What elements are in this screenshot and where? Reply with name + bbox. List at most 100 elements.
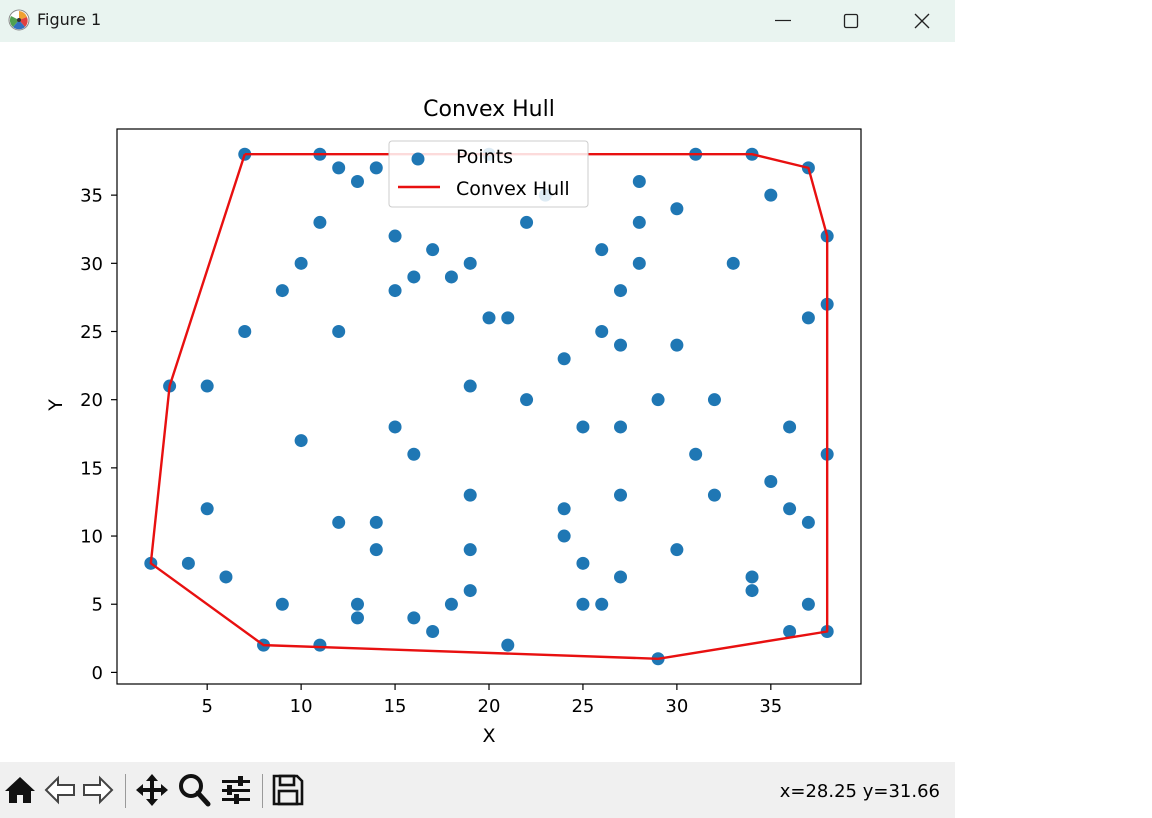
x-tick-label: 20 [478, 696, 501, 717]
data-point-53 [764, 475, 778, 488]
data-point-84 [783, 625, 797, 638]
maximize-button[interactable] [828, 0, 874, 42]
data-point-30 [801, 311, 815, 325]
forward-button[interactable] [80, 772, 116, 808]
data-point-70 [219, 570, 233, 584]
plot-area [144, 147, 834, 666]
forward-arrow-icon [83, 775, 114, 805]
data-point-59 [783, 502, 797, 516]
navigation-toolbar: x=28.25 y=31.66 [0, 762, 955, 818]
data-point-80 [801, 597, 815, 611]
data-point-55 [614, 488, 628, 502]
x-tick-label: 15 [384, 696, 407, 717]
data-point-11 [632, 175, 646, 188]
data-point-21 [407, 270, 421, 284]
data-point-22 [444, 270, 458, 284]
data-point-66 [670, 543, 684, 557]
data-point-73 [463, 584, 477, 598]
matplotlib-logo-icon [8, 9, 30, 31]
data-point-68 [181, 556, 195, 570]
data-point-9 [764, 188, 778, 202]
configure-subplots-button[interactable] [218, 772, 254, 808]
y-tick-label: 30 [80, 254, 103, 275]
data-point-54 [463, 488, 477, 502]
close-icon [914, 13, 930, 29]
home-button[interactable] [2, 772, 38, 808]
pan-button[interactable] [134, 772, 170, 808]
data-point-56 [707, 488, 721, 502]
data-point-48 [783, 420, 797, 434]
figure-canvas[interactable]: Convex Hull 5 10 15 20 25 30 35 0 5 10 15 20 25 30 35… [0, 42, 955, 762]
back-arrow-icon [44, 775, 75, 805]
data-point-60 [332, 515, 346, 529]
x-tick-label: 10 [290, 696, 313, 717]
figure-window: Figure 1 Convex Hull 5 10 15 20 25 30 35 0 5 10 1… [0, 0, 955, 818]
data-point-32 [501, 311, 515, 325]
data-point-76 [350, 597, 364, 611]
close-button[interactable] [899, 0, 945, 42]
data-point-63 [557, 529, 571, 543]
data-point-47 [614, 420, 628, 434]
legend-box [388, 140, 589, 208]
x-axis: 5 10 15 20 25 30 35 [201, 684, 782, 717]
data-point-3 [350, 175, 364, 188]
save-button[interactable] [270, 772, 306, 808]
data-point-4 [369, 161, 383, 175]
data-point-27 [388, 284, 402, 298]
data-point-24 [632, 256, 646, 270]
y-tick-label: 35 [80, 186, 103, 207]
save-floppy-icon [272, 774, 304, 806]
data-point-31 [482, 311, 496, 325]
data-point-28 [614, 284, 628, 298]
back-button[interactable] [42, 772, 78, 808]
data-point-19 [426, 243, 440, 257]
x-tick-label: 35 [759, 696, 782, 717]
data-point-36 [614, 338, 628, 352]
home-icon [5, 777, 35, 803]
data-point-46 [576, 420, 590, 434]
data-point-77 [444, 597, 458, 611]
y-axis: 0 5 10 15 20 25 30 35 [80, 186, 117, 684]
data-point-75 [275, 597, 289, 611]
minimize-button[interactable] [760, 0, 806, 42]
data-point-58 [557, 502, 571, 516]
data-point-65 [463, 543, 477, 557]
data-point-14 [520, 215, 534, 229]
data-point-12 [313, 215, 327, 229]
y-axis-label: Y [45, 399, 67, 412]
data-point-57 [200, 502, 214, 516]
data-point-33 [238, 325, 252, 338]
x-tick-label: 30 [665, 696, 688, 717]
zoom-magnifier-icon [179, 774, 211, 807]
pan-move-icon [136, 774, 168, 806]
convex-hull-line [149, 153, 829, 660]
data-point-72 [745, 570, 759, 584]
data-point-78 [576, 597, 590, 611]
zoom-button[interactable] [176, 772, 212, 808]
data-point-88 [501, 638, 515, 652]
x-tick-label: 25 [571, 696, 594, 717]
y-tick-label: 10 [80, 527, 103, 548]
data-point-82 [407, 611, 421, 625]
x-axis-label: X [482, 725, 495, 747]
data-point-45 [388, 420, 402, 434]
legend-label-points: Points [456, 146, 513, 168]
data-point-61 [369, 515, 383, 529]
data-point-2 [332, 161, 346, 175]
data-point-13 [388, 229, 402, 243]
y-tick-label: 20 [80, 390, 103, 411]
data-point-69 [576, 556, 590, 570]
toolbar-separator [262, 774, 263, 808]
data-point-42 [520, 393, 534, 407]
configure-subplots-icon [222, 776, 250, 804]
data-point-44 [707, 393, 721, 407]
data-point-15 [632, 215, 646, 229]
data-point-18 [294, 256, 308, 270]
data-point-74 [745, 584, 759, 598]
legend-points-marker [411, 152, 425, 166]
y-tick-label: 15 [80, 458, 103, 479]
toolbar-separator [125, 774, 126, 808]
data-point-35 [595, 325, 609, 338]
legend-label-convex-hull: Convex Hull [456, 178, 570, 200]
data-point-71 [614, 570, 628, 584]
